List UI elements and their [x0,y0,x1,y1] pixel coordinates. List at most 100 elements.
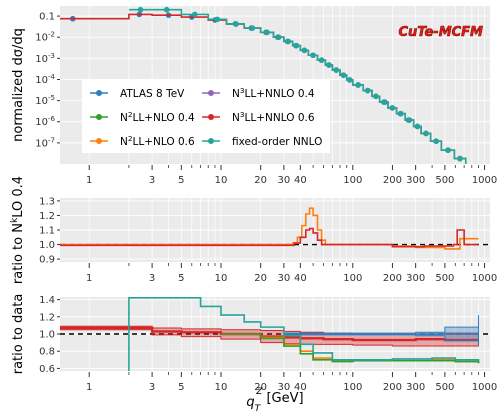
y-tick-label: 10-7 [35,136,55,149]
legend-marker-n-3ll-nnlo-0-6 [208,114,214,120]
legend-items: ATLAS 8 TeV N2LL+NLO 0.4 N2LL+NLO 0.6 N3LL+… [90,86,322,149]
x-tick-label: 100 [343,382,362,393]
x-axis-label: qTZ [GeV] [246,387,303,414]
series-n-2ll-nlo-0-6 [60,207,479,250]
y-tick-label: 10-5 [35,94,55,107]
point-fixed-order-nnlo [249,25,256,31]
x-tick-label: 3 [149,382,155,393]
x-tick-label: 40 [294,273,307,284]
legend-label-n-2ll-nlo-0-6: N2LL+NLO 0.6 [120,134,195,149]
point-fixed-order-nnlo [381,99,387,105]
y-tick-label: 1.3 [39,196,55,207]
point-fixed-order-nnlo [285,38,292,45]
x-tick-label: 20 [254,273,267,284]
y-tick-label: 10-3 [35,52,55,65]
point-fixed-order-nnlo [301,47,308,54]
point-fixed-order-nnlo [346,77,353,83]
line-n-2ll-nlo-0-6 [60,207,479,250]
point-fixed-order-nnlo [389,105,396,111]
legend: ATLAS 8 TeV N2LL+NLO 0.4 N2LL+NLO 0.6 N3LL+… [82,79,330,153]
x-tick-label: 100 [343,273,362,284]
point-fixed-order-nnlo [232,21,239,27]
y-tick-label: 1.0 [39,240,55,251]
x-tick-label: 5 [178,273,184,284]
legend-label-atlas-8-tev: ATLAS 8 TeV [120,88,185,100]
y-tick-label: 0.1 [39,12,55,23]
y-tick-label: 1.4 [39,295,55,306]
point-fixed-order-nnlo [318,57,325,63]
x-tick-label: 1 [86,273,92,284]
x-tick-label: 3 [149,175,155,186]
panel-top-ticks: 0.1 10-2 10-3 10-4 10-5 10-6 10-7 1 3 5 10 20 30 40 10… [35,12,497,186]
x-tick-label: 1 [86,382,92,393]
panel-bottom: 0.6 0.8 1.0 1.2 1.4 1 3 5 10 20 30 40 100 200 300 500 10… [39,295,497,393]
series-n-3ll-nnlo-0-6 [60,227,479,248]
y-tick-label: 10-2 [35,31,55,44]
x-tick-label: 5 [178,175,184,186]
x-tick-label: 200 [383,382,402,393]
point-fixed-order-nnlo [445,147,451,153]
x-tick-label: 500 [435,175,454,186]
legend-marker-n-2ll-nlo-0-6 [96,138,102,144]
x-tick-label: 1000 [472,273,497,284]
point-fixed-order-nnlo [406,117,413,123]
point-fixed-order-nnlo [423,130,429,137]
y-tick-label: 10-4 [35,73,55,86]
y-tick-label: 0.9 [39,255,55,266]
y-tick-label: 1.0 [39,330,55,341]
line-fixed-order-nnlo [128,297,480,371]
point-fixed-order-nnlo [326,62,332,68]
point-fixed-order-nnlo [333,67,339,73]
point-atlas-8-tev [470,168,476,174]
point-fixed-order-nnlo [310,52,316,59]
legend-marker-n-3ll-nnlo-0-4 [208,90,214,96]
panel-middle-ticks: 0.9 1.0 1.1 1.2 1.3 1 3 5 10 20 30 40 100 200 300 500 10… [39,196,497,284]
x-tick-label: 200 [383,273,402,284]
x-tick-label: 10 [215,175,228,186]
x-tick-label: 20 [254,382,267,393]
point-fixed-order-nnlo [191,11,198,18]
band-atlas-8-tev [283,315,480,347]
point-fixed-order-nnlo [469,168,475,174]
x-tick-label: 5 [178,382,184,393]
y-axis-label-top: normalized dσ/dq [11,28,26,142]
x-tick-label: 10 [215,273,228,284]
point-fixed-order-nnlo [340,72,347,78]
series-atlas-8-tev [283,315,480,347]
x-tick-label: 1000 [472,175,497,186]
x-tick-label: 100 [343,175,362,186]
panel-middle-marks [60,207,490,250]
y-tick-label: 0.6 [39,364,55,375]
x-tick-label: 200 [383,175,402,186]
x-tick-label: 300 [406,175,425,186]
legend-marker-n-2ll-nlo-0-4 [96,114,102,120]
series-fixed-order-nnlo [128,297,480,371]
x-tick-label: 300 [406,273,425,284]
y-axis-label-middle: ratio to NkLO 0.4 [10,176,26,284]
legend-label-n-3ll-nnlo-0-6: N3LL+NNLO 0.6 [232,110,315,125]
x-tick-label: 40 [294,382,307,393]
point-fixed-order-nnlo [293,42,300,49]
point-fixed-order-nnlo [433,138,439,144]
point-fixed-order-nnlo [398,110,404,117]
panel-bottom-marks [60,297,490,371]
x-tick-label: 30 [278,273,291,284]
y-tick-label: 1.2 [39,312,55,323]
watermark: CuTe-MCFM [399,25,484,40]
x-tick-label: 40 [294,175,307,186]
line-n-3ll-nnlo-0-6 [60,227,479,248]
point-fixed-order-nnlo [275,34,282,41]
x-tick-label: 300 [406,382,425,393]
x-tick-label: 20 [254,175,267,186]
legend-label-n-3ll-nnlo-0-4: N3LL+NNLO 0.4 [232,86,315,101]
x-tick-label: 1000 [472,382,497,393]
point-fixed-order-nnlo [264,29,270,36]
x-tick-label: 500 [435,273,454,284]
panel-top-marks [60,6,476,174]
legend-label-fixed-order-nnlo: fixed-order NNLO [232,136,322,148]
x-tick-label: 3 [149,273,155,284]
panel-middle: 0.9 1.0 1.1 1.2 1.3 1 3 5 10 20 30 40 100 200 300 500 10… [39,196,497,284]
legend-label-n-2ll-nlo-0-4: N2LL+NLO 0.4 [120,110,195,125]
y-tick-label: 1.1 [39,226,55,237]
